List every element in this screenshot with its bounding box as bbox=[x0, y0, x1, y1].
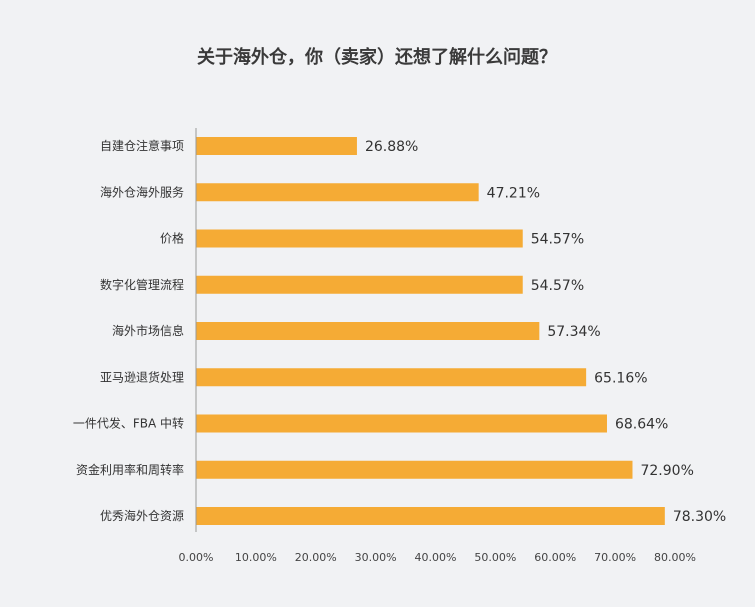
data-label: 47.21% bbox=[487, 185, 540, 201]
category-label: 价格 bbox=[160, 231, 184, 246]
x-tick-label: 50.00% bbox=[474, 551, 516, 564]
bar bbox=[196, 507, 665, 525]
category-label: 海外仓海外服务 bbox=[100, 184, 184, 199]
x-tick-label: 60.00% bbox=[534, 551, 576, 564]
data-label: 54.57% bbox=[531, 278, 584, 294]
chart-title: 关于海外仓，你（卖家）还想了解什么问题？ bbox=[197, 46, 557, 68]
category-label: 自建仓注意事项 bbox=[100, 138, 184, 153]
data-label: 26.88% bbox=[365, 139, 418, 155]
bar bbox=[196, 183, 479, 202]
data-label: 57.34% bbox=[547, 324, 600, 340]
category-label: 海外市场信息 bbox=[112, 323, 184, 338]
bar bbox=[196, 460, 633, 479]
category-label: 资金利用率和周转率 bbox=[76, 462, 184, 477]
x-tick-label: 70.00% bbox=[594, 551, 636, 564]
x-tick-label: 30.00% bbox=[355, 551, 397, 564]
x-tick-label: 20.00% bbox=[295, 551, 337, 564]
category-label: 优秀海外仓资源 bbox=[100, 508, 184, 523]
category-label: 一件代发、FBA 中转 bbox=[73, 416, 184, 431]
bars-layer: 自建仓注意事项 26.88% 海外仓海外服务 47.21% 价格 54.57% 数字化管理流… bbox=[73, 137, 726, 525]
data-label: 65.16% bbox=[594, 370, 647, 386]
x-tick-label: 40.00% bbox=[415, 551, 457, 564]
bar bbox=[196, 368, 587, 387]
bar bbox=[196, 229, 523, 248]
x-tick-label: 10.00% bbox=[235, 551, 277, 564]
data-label: 68.64% bbox=[615, 417, 668, 433]
data-label: 78.30% bbox=[673, 509, 726, 525]
data-label: 72.90% bbox=[640, 463, 693, 479]
category-label: 亚马逊退货处理 bbox=[100, 369, 184, 384]
bar bbox=[196, 414, 607, 433]
bar bbox=[196, 137, 357, 155]
category-label: 数字化管理流程 bbox=[100, 277, 184, 292]
x-tick-label: 80.00% bbox=[654, 551, 696, 564]
bar bbox=[196, 322, 540, 340]
x-axis-ticks: 0.00% 10.00% 20.00% 30.00% 40.00% 50.00% 60.00… bbox=[179, 551, 696, 564]
data-label: 54.57% bbox=[531, 232, 584, 248]
bar bbox=[196, 275, 523, 294]
x-tick-label: 0.00% bbox=[179, 551, 214, 564]
